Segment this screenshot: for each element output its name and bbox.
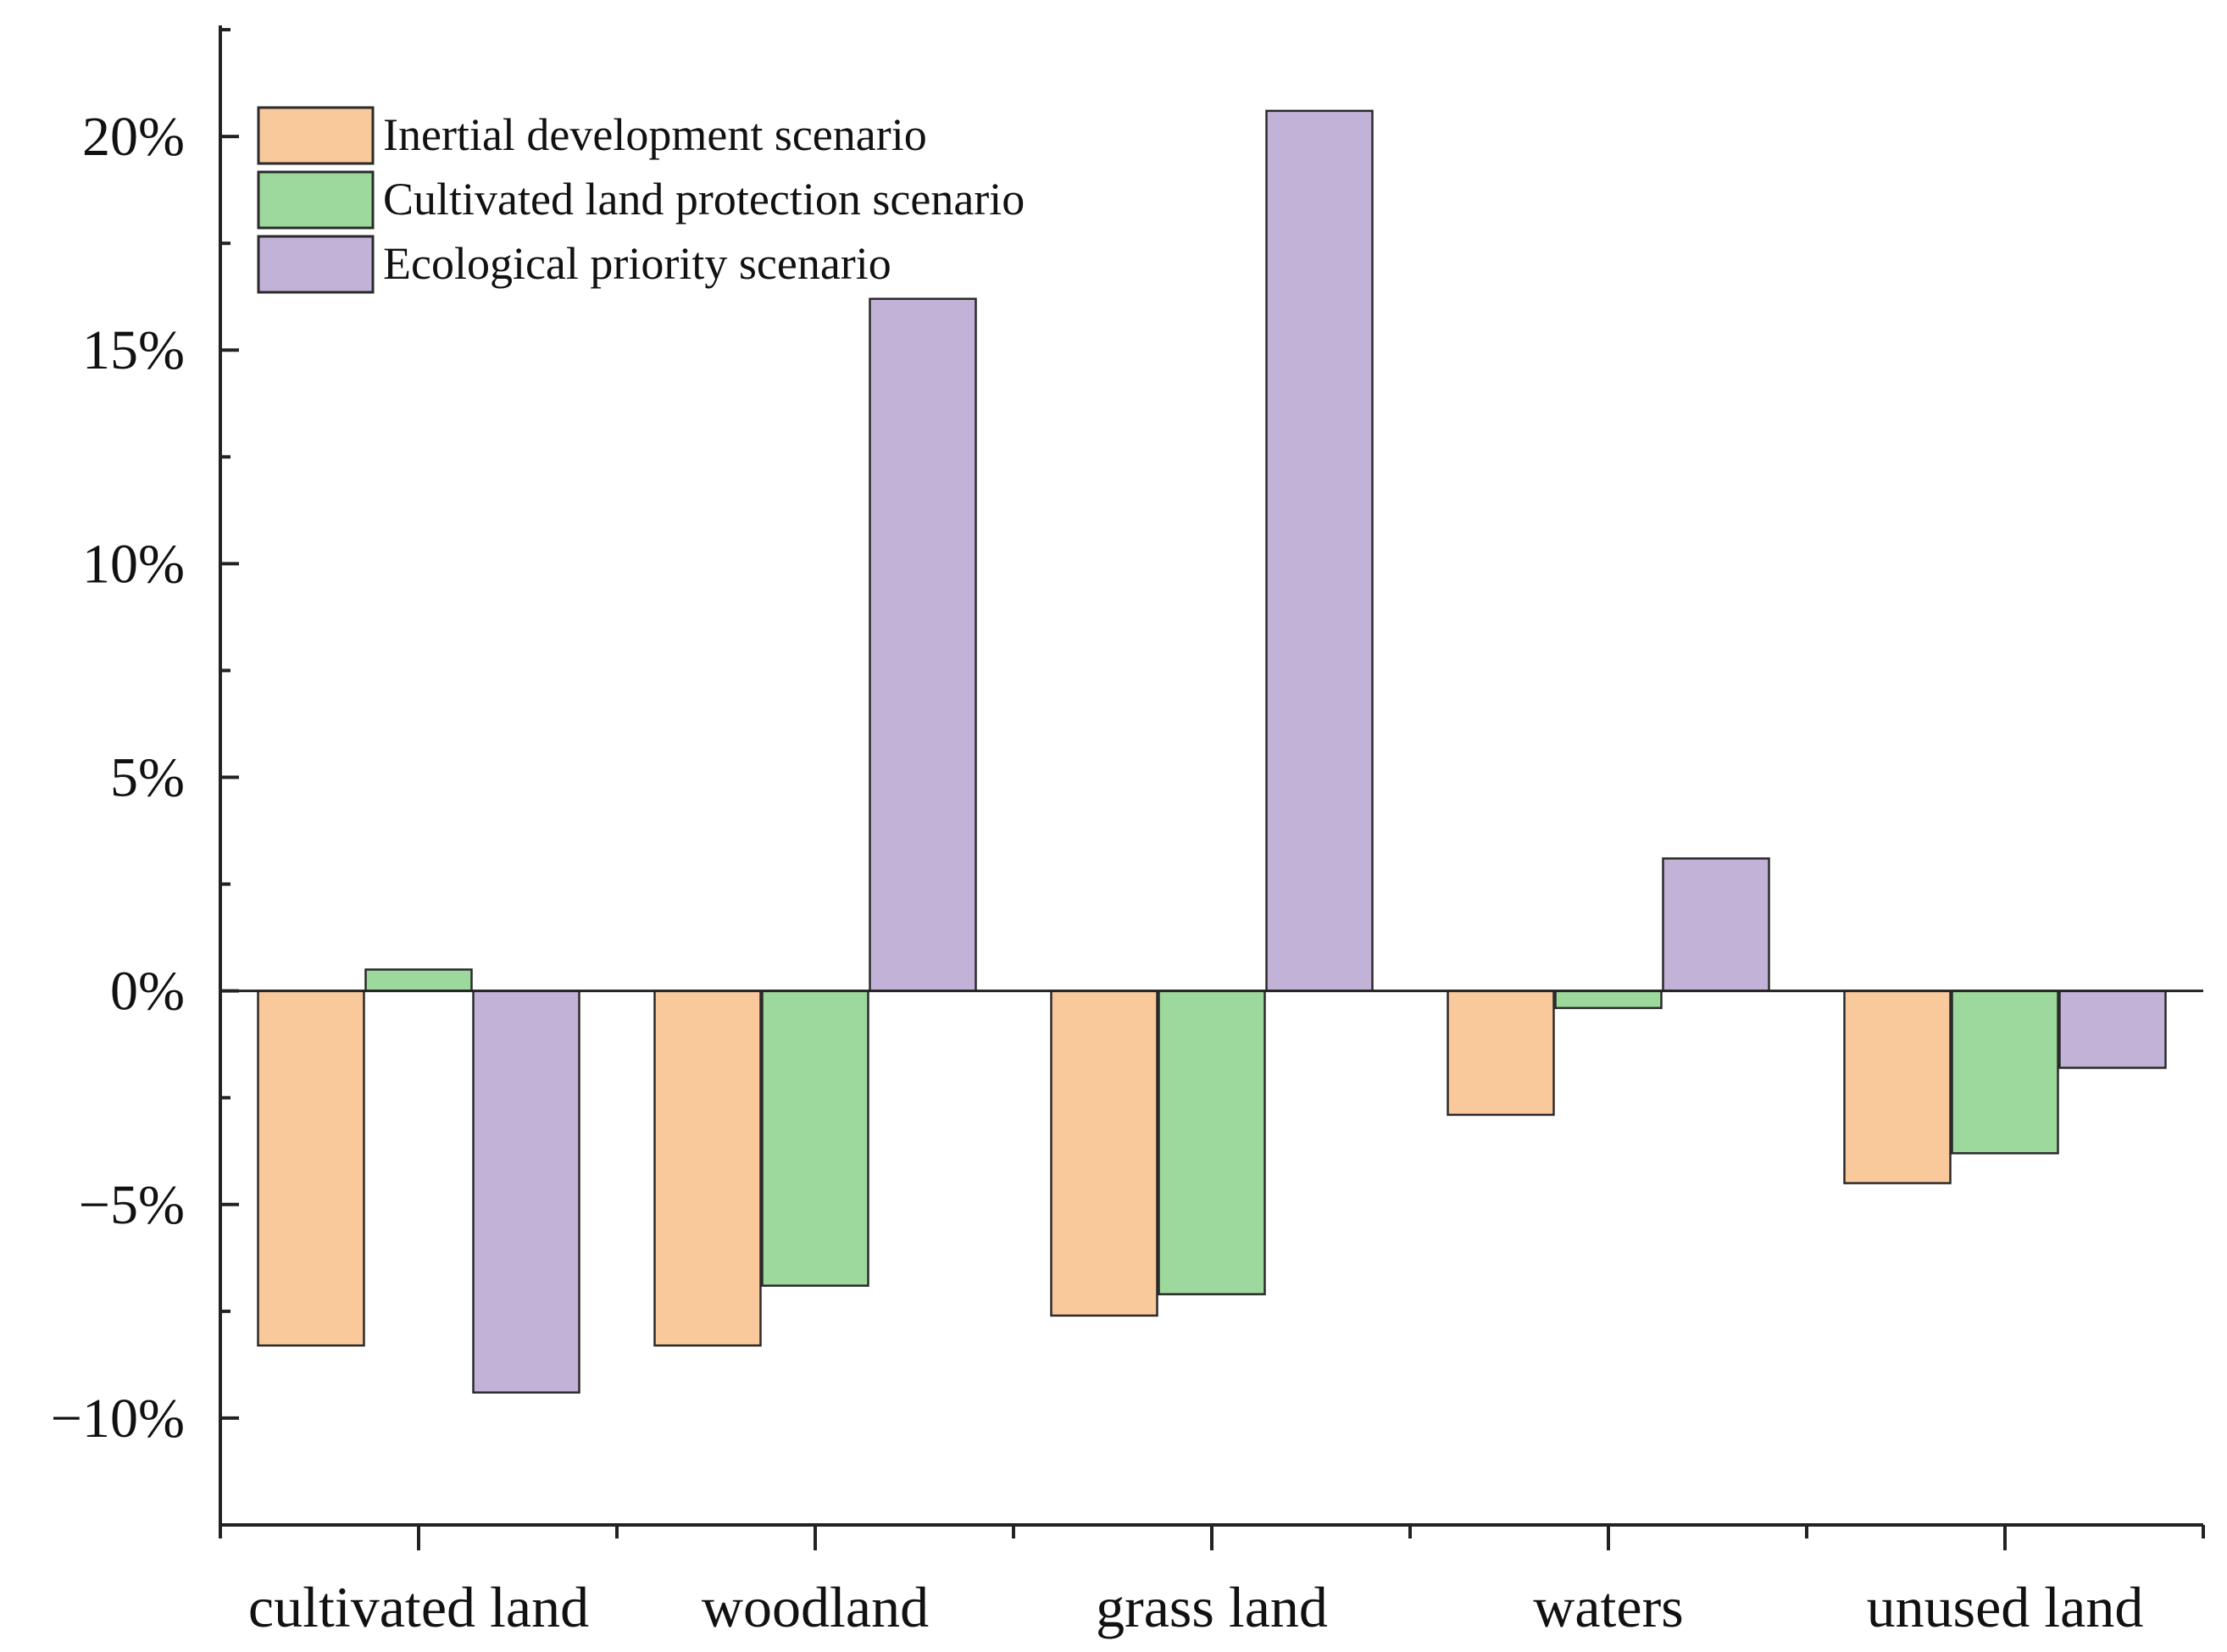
bar-grass-land-series-3 [1265, 109, 1374, 992]
y-axis-ticks: −10% −5% 0% 5% 10% 15% 20% [51, 28, 239, 1527]
bar-woodland-series-3 [869, 297, 977, 992]
legend-swatch-series-1 [257, 106, 375, 165]
bar-waters-series-2 [1554, 990, 1663, 1010]
y-tick-label: 0% [110, 961, 185, 1023]
x-tick-label: woodland [702, 1575, 929, 1639]
bar-cultivated-land-series-1 [257, 990, 365, 1347]
y-tick-label: −10% [51, 1388, 185, 1450]
bar-waters-series-1 [1447, 990, 1555, 1117]
bar-grass-land-series-1 [1050, 990, 1158, 1317]
bar-cultivated-land-series-2 [364, 968, 473, 992]
y-tick-label: 10% [82, 533, 185, 595]
bar-cultivated-land-series-3 [472, 990, 580, 1394]
y-tick-label: 5% [110, 747, 185, 809]
x-tick-label: cultivated land [248, 1575, 589, 1639]
x-tick-label: unused land [1867, 1575, 2144, 1639]
y-tick-label: −5% [79, 1174, 185, 1236]
bar-unused-land-series-1 [1843, 990, 1952, 1184]
y-tick-label: 20% [82, 106, 185, 168]
bar-woodland-series-1 [653, 990, 762, 1347]
legend-label: Inertial development scenario [383, 109, 927, 160]
x-tick-label: grass land [1096, 1575, 1328, 1639]
x-tick-label: waters [1533, 1575, 1683, 1639]
legend-label: Ecological priority scenario [383, 238, 891, 289]
y-tick-label: 15% [82, 319, 185, 381]
bar-woodland-series-2 [761, 990, 869, 1287]
bars-layer [257, 109, 2167, 1394]
bar-unused-land-series-2 [1951, 990, 2059, 1155]
legend: Inertial development scenario Cultivated … [257, 106, 1025, 294]
x-axis-ticks: cultivated land woodland grass land waters u… [219, 1525, 2205, 1639]
bar-unused-land-series-3 [2058, 990, 2167, 1069]
bar-grass-land-series-2 [1158, 990, 1266, 1295]
legend-swatch-series-3 [257, 235, 375, 294]
legend-swatch-series-2 [257, 170, 375, 230]
bar-waters-series-3 [1662, 857, 1770, 992]
legend-label: Cultivated land protection scenario [383, 174, 1025, 225]
